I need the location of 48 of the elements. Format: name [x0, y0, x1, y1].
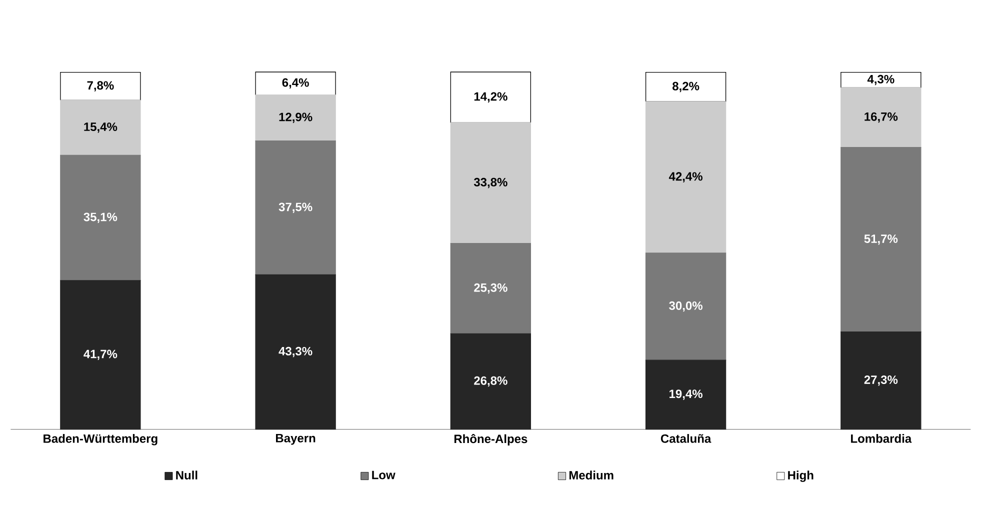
bar	[60, 100, 141, 156]
data-label: 51,7%	[864, 234, 898, 245]
bar	[840, 147, 922, 332]
bar	[60, 72, 141, 101]
bar	[645, 72, 726, 102]
bar	[840, 88, 922, 148]
data-label: 43,3%	[278, 347, 312, 358]
legend-label: Null	[176, 470, 198, 480]
bar	[450, 72, 532, 124]
bar	[255, 274, 336, 430]
x-tick-label: Cataluña	[660, 434, 712, 444]
data-label: 14,2%	[474, 92, 508, 103]
data-label: 15,4%	[84, 122, 118, 133]
bar	[450, 122, 532, 244]
bar	[60, 280, 141, 430]
bar	[255, 94, 336, 142]
legend-label: Medium	[569, 470, 614, 480]
data-label: 26,8%	[474, 376, 508, 387]
bar	[255, 140, 336, 276]
data-label: 37,5%	[278, 202, 312, 214]
data-label: 19,4%	[670, 390, 702, 400]
bar	[645, 101, 726, 254]
bar	[450, 243, 532, 334]
data-label: 12,9%	[279, 112, 312, 124]
bar	[255, 72, 336, 96]
x-tick-label: Bayern	[276, 434, 316, 445]
data-label: 7,8%	[87, 81, 114, 92]
data-label: 25,3%	[474, 284, 508, 294]
bar	[645, 252, 726, 361]
data-label: 35,1%	[84, 212, 118, 224]
data-label: 6,4%	[282, 78, 309, 89]
x-tick-label: Baden-Württemberg	[44, 434, 158, 446]
legend-label: High	[788, 470, 814, 482]
bar	[645, 360, 726, 430]
data-label: 30,0%	[669, 302, 702, 312]
x-tick-label: Rhône-Alpes	[454, 434, 528, 446]
data-label: 42,4%	[668, 172, 702, 183]
data-label: 4,3%	[867, 75, 894, 86]
legend-label: Low	[372, 471, 396, 480]
bar	[450, 333, 532, 430]
data-label: 8,2%	[672, 82, 700, 92]
bar	[840, 332, 922, 430]
data-label: 41,7%	[84, 350, 118, 360]
data-label: 27,3%	[864, 376, 898, 386]
data-label: 16,7%	[864, 112, 898, 123]
data-label: 33,8%	[474, 178, 508, 188]
x-tick-label: Lombardia	[851, 434, 912, 444]
bar	[60, 155, 141, 281]
